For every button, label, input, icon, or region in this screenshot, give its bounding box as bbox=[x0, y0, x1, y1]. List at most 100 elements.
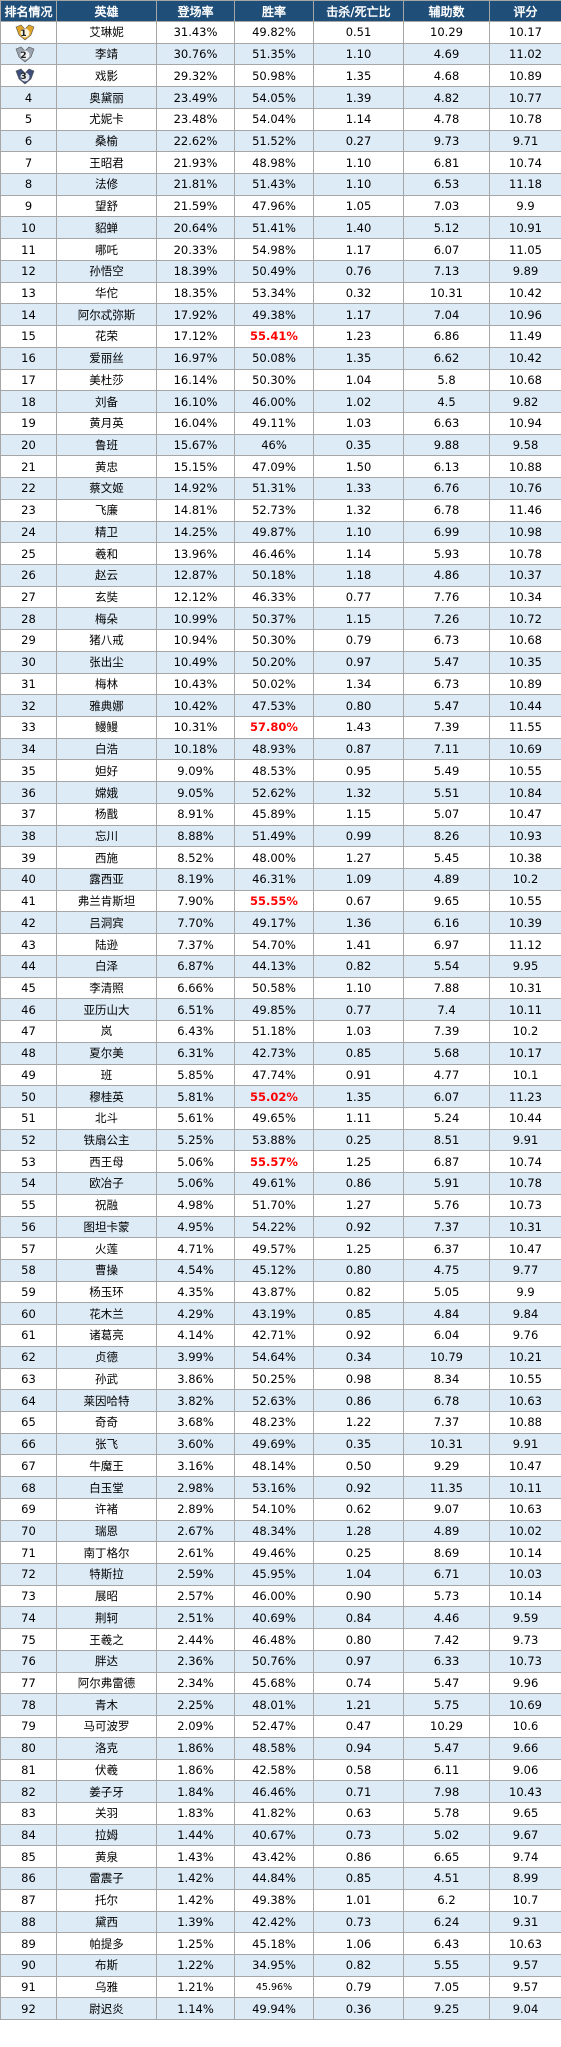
kd-ratio: 1.01 bbox=[313, 1888, 404, 1912]
hero-name: 白玉堂 bbox=[56, 1476, 157, 1499]
win-rate: 46.00% bbox=[234, 390, 314, 413]
table-row: 62 贞德 3.99% 54.64% 0.34 10.79 10.21 bbox=[0, 1345, 561, 1369]
table-row: 38 忘川 8.88% 51.49% 0.99 8.26 10.93 bbox=[0, 824, 561, 848]
assists: 5.55 bbox=[403, 1953, 490, 1977]
win-rate: 42.42% bbox=[234, 1910, 314, 1934]
assists: 6.13 bbox=[403, 455, 490, 479]
score: 10.78 bbox=[489, 1172, 561, 1195]
appear-rate: 2.98% bbox=[156, 1476, 235, 1499]
rank-cell: 6 bbox=[0, 129, 57, 153]
rank-number: 2 bbox=[20, 50, 27, 61]
hero-name: 陆逊 bbox=[56, 933, 157, 956]
header-kd-ratio: 击杀/死亡比 bbox=[313, 0, 404, 22]
appear-rate: 20.33% bbox=[156, 238, 235, 261]
kd-ratio: 0.35 bbox=[313, 1432, 404, 1456]
table-row: 77 阿尔弗雷德 2.34% 45.68% 0.74 5.47 9.96 bbox=[0, 1671, 561, 1695]
assists: 4.5 bbox=[403, 390, 490, 413]
appear-rate: 6.51% bbox=[156, 998, 235, 1022]
assists: 5.47 bbox=[403, 650, 490, 674]
hero-name: 鳗鳗 bbox=[56, 716, 157, 739]
table-row: 74 荆轲 2.51% 40.69% 0.84 4.46 9.59 bbox=[0, 1606, 561, 1630]
win-rate: 50.98% bbox=[234, 64, 314, 88]
rank-cell: 84 bbox=[0, 1823, 57, 1847]
kd-ratio: 0.86 bbox=[313, 1389, 404, 1412]
appear-rate: 2.57% bbox=[156, 1584, 235, 1608]
kd-ratio: 1.02 bbox=[313, 390, 404, 413]
rank-cell: 46 bbox=[0, 998, 57, 1022]
header-rank: 排名情况 bbox=[0, 0, 57, 22]
table-row: 29 猪八戒 10.94% 50.30% 0.79 6.73 10.68 bbox=[0, 629, 561, 652]
kd-ratio: 1.43 bbox=[313, 716, 404, 739]
assists: 5.47 bbox=[403, 1671, 490, 1695]
assists: 8.51 bbox=[403, 1128, 490, 1152]
kd-ratio: 0.98 bbox=[313, 1367, 404, 1391]
win-rate: 50.20% bbox=[234, 650, 314, 674]
hero-name: 貂蝉 bbox=[56, 216, 157, 240]
hero-name: 华佗 bbox=[56, 281, 157, 305]
assists: 4.82 bbox=[403, 86, 490, 109]
win-rate: 48.00% bbox=[234, 846, 314, 870]
kd-ratio: 1.05 bbox=[313, 194, 404, 218]
assists: 5.54 bbox=[403, 954, 490, 978]
rank-cell: 23 bbox=[0, 498, 57, 522]
score: 10.78 bbox=[489, 542, 561, 565]
assists: 6.2 bbox=[403, 1888, 490, 1912]
appear-rate: 1.84% bbox=[156, 1780, 235, 1803]
appear-rate: 3.99% bbox=[156, 1345, 235, 1369]
score: 10.17 bbox=[489, 21, 561, 44]
table-row: 91 乌雅 1.21% 45.96% 0.79 7.05 9.57 bbox=[0, 1975, 561, 1999]
hero-name: 雅典娜 bbox=[56, 694, 157, 717]
kd-ratio: 0.92 bbox=[313, 1476, 404, 1499]
win-rate: 46.46% bbox=[234, 1780, 314, 1803]
kd-ratio: 0.87 bbox=[313, 737, 404, 761]
appear-rate: 1.86% bbox=[156, 1758, 235, 1782]
table-row: 78 青木 2.25% 48.01% 1.21 5.75 10.69 bbox=[0, 1693, 561, 1717]
assists: 7.98 bbox=[403, 1780, 490, 1803]
appear-rate: 2.61% bbox=[156, 1541, 235, 1565]
score: 10.72 bbox=[489, 607, 561, 631]
table-row: 8 法修 21.81% 51.43% 1.10 6.53 11.18 bbox=[0, 173, 561, 196]
win-rate: 50.18% bbox=[234, 563, 314, 587]
score: 9.91 bbox=[489, 1432, 561, 1456]
rank-cell: 75 bbox=[0, 1628, 57, 1651]
assists: 5.47 bbox=[403, 694, 490, 717]
table-row: 45 李清照 6.66% 50.58% 1.10 7.88 10.31 bbox=[0, 976, 561, 1000]
score: 8.99 bbox=[489, 1867, 561, 1890]
hero-name: 北斗 bbox=[56, 1106, 157, 1130]
appear-rate: 1.42% bbox=[156, 1888, 235, 1912]
score: 10.63 bbox=[489, 1497, 561, 1521]
table-row: 41 弗兰肯斯坦 7.90% 55.55% 0.67 9.65 10.55 bbox=[0, 889, 561, 913]
assists: 5.8 bbox=[403, 368, 490, 392]
rank-cell: 57 bbox=[0, 1237, 57, 1260]
appear-rate: 12.87% bbox=[156, 563, 235, 587]
table-row: 53 西王母 5.06% 55.57% 1.25 6.87 10.74 bbox=[0, 1150, 561, 1174]
win-rate: 55.57% bbox=[234, 1150, 314, 1174]
assists: 4.69 bbox=[403, 42, 490, 66]
table-row: 3 戏影 29.32% 50.98% 1.35 4.68 10.89 bbox=[0, 64, 561, 88]
rank-cell: 83 bbox=[0, 1801, 57, 1825]
hero-name: 赵云 bbox=[56, 563, 157, 587]
rank-cell: 76 bbox=[0, 1649, 57, 1673]
table-row: 66 张飞 3.60% 49.69% 0.35 10.31 9.91 bbox=[0, 1432, 561, 1456]
assists: 4.86 bbox=[403, 563, 490, 587]
score: 10.35 bbox=[489, 650, 561, 674]
score: 9.77 bbox=[489, 1258, 561, 1282]
assists: 9.07 bbox=[403, 1497, 490, 1521]
win-rate: 54.04% bbox=[234, 107, 314, 131]
appear-rate: 1.22% bbox=[156, 1953, 235, 1977]
score: 10.73 bbox=[489, 1649, 561, 1673]
assists: 4.89 bbox=[403, 868, 490, 891]
hero-name: 哪吒 bbox=[56, 238, 157, 261]
kd-ratio: 0.36 bbox=[313, 1997, 404, 2021]
rank-cell: 79 bbox=[0, 1715, 57, 1738]
kd-ratio: 0.97 bbox=[313, 650, 404, 674]
win-rate: 47.09% bbox=[234, 455, 314, 479]
rank-cell: 48 bbox=[0, 1041, 57, 1065]
table-row: 9 望舒 21.59% 47.96% 1.05 7.03 9.9 bbox=[0, 194, 561, 218]
kd-ratio: 0.34 bbox=[313, 1345, 404, 1369]
appear-rate: 2.36% bbox=[156, 1649, 235, 1673]
kd-ratio: 0.86 bbox=[313, 1172, 404, 1195]
hero-name: 梅朵 bbox=[56, 607, 157, 631]
score: 9.76 bbox=[489, 1324, 561, 1347]
table-row: 27 玄奘 12.12% 46.33% 0.77 7.76 10.34 bbox=[0, 585, 561, 609]
